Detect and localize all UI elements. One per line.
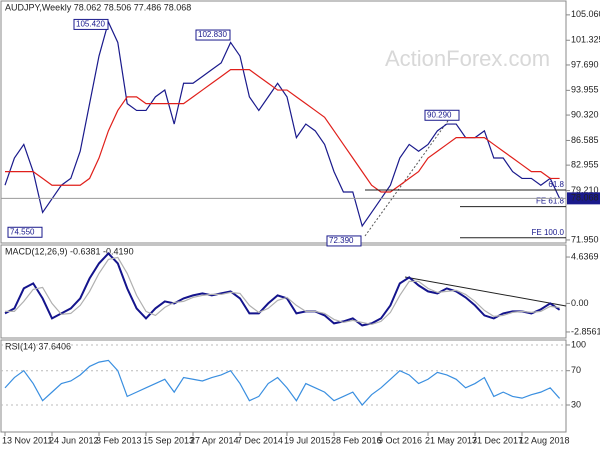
price-title: AUDJPY,Weekly 78.062 78.506 77.486 78.06… xyxy=(5,2,191,12)
peak-label: 72.390 xyxy=(329,236,354,245)
rsi-panel xyxy=(0,339,567,433)
x-tick-label: 19 Jul 2015 xyxy=(284,435,331,445)
y-tick-label: 93.955 xyxy=(571,85,599,95)
x-tick-label: 9 Oct 2016 xyxy=(378,435,422,445)
peak-label: 74.550 xyxy=(10,227,35,236)
retracement-line xyxy=(364,117,451,237)
y-tick-label: 0.00 xyxy=(571,298,589,308)
y-tick-label: 100 xyxy=(571,339,586,349)
y-tick-label: 90.320 xyxy=(571,109,599,119)
series-line xyxy=(4,359,561,406)
watermark: ActionForex.com xyxy=(385,46,550,71)
y-tick-label: 97.690 xyxy=(571,59,599,69)
x-tick-label: 12 Aug 2018 xyxy=(519,435,570,445)
macd-trendline xyxy=(404,276,567,307)
x-tick-label: 31 Dec 2017 xyxy=(472,435,523,445)
series-line xyxy=(4,251,561,327)
y-tick-label: 101.325 xyxy=(571,35,600,45)
peak-box xyxy=(424,109,460,121)
x-tick-label: 7 Dec 2014 xyxy=(237,435,283,445)
peak-box xyxy=(195,29,231,41)
rsi-title: RSI(14) 37.6406 xyxy=(5,341,71,351)
macd-title: MACD(12,26,9) -0.6381 -0.4190 xyxy=(5,246,134,256)
y-tick-label: 86.585 xyxy=(571,135,599,145)
level-label: FE 100.0 xyxy=(532,228,565,237)
series-line xyxy=(5,69,560,193)
y-tick-label: 70 xyxy=(571,365,581,375)
peak-label: 90.290 xyxy=(427,110,452,119)
last-price-label: 78.068 xyxy=(571,193,599,203)
x-tick-label: 28 Feb 2016 xyxy=(331,435,382,445)
y-tick-label: -2.8561 xyxy=(571,326,600,336)
peak-box xyxy=(7,226,43,238)
series-line xyxy=(5,256,560,326)
peak-label: 105.420 xyxy=(76,20,105,29)
y-tick-label: 4.6369 xyxy=(571,251,599,261)
y-tick-label: 79.210 xyxy=(571,185,599,195)
peak-box xyxy=(326,235,362,247)
peak-box xyxy=(73,18,109,30)
x-tick-label: 13 Nov 2011 xyxy=(2,435,52,445)
y-tick-label: 30 xyxy=(571,399,581,409)
level-label: FE 61.8 xyxy=(536,197,565,206)
level-label: 61.8 xyxy=(548,180,564,189)
y-tick-label: 105.060 xyxy=(571,9,600,19)
x-tick-label: 21 May 2017 xyxy=(425,435,477,445)
y-tick-label: 82.955 xyxy=(571,160,599,170)
last-price-box xyxy=(567,192,600,205)
x-tick-label: 3 Feb 2013 xyxy=(96,435,142,445)
macd-panel xyxy=(0,244,567,339)
x-tick-label: 15 Sep 2013 xyxy=(143,435,194,445)
peak-label: 102.830 xyxy=(198,30,227,39)
x-tick-label: 24 Jun 2012 xyxy=(49,435,99,445)
x-tick-label: 27 Apr 2014 xyxy=(190,435,239,445)
price-panel xyxy=(0,0,567,244)
y-tick-label: 71.950 xyxy=(571,234,599,244)
